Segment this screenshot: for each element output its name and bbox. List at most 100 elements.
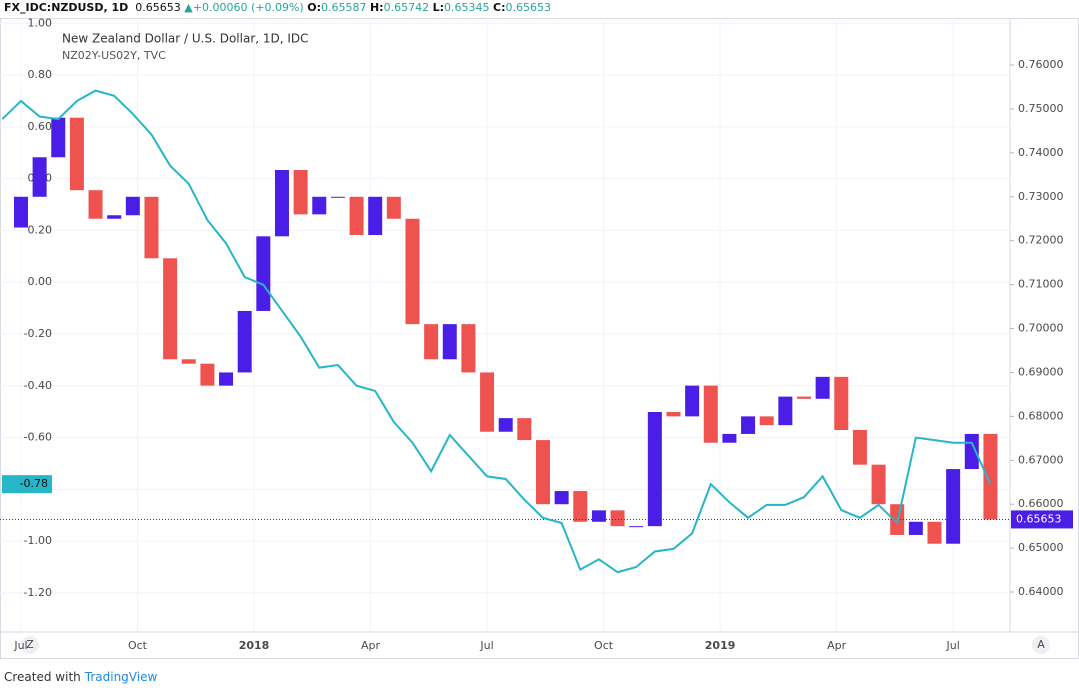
candle	[591, 510, 606, 522]
candle	[927, 521, 942, 544]
candle	[274, 169, 289, 237]
x-tick-label: Apr	[361, 639, 381, 652]
x-tick-label: Jul	[479, 639, 493, 652]
y-tick-label: 0.20	[28, 223, 53, 236]
candle	[647, 411, 662, 527]
open: 0.65587	[320, 1, 367, 14]
y2-tick-label: 0.71000	[1018, 278, 1064, 291]
o-label: O:	[307, 1, 321, 14]
candle	[330, 196, 345, 198]
candle	[685, 385, 700, 417]
candle	[703, 385, 718, 443]
candle	[480, 372, 495, 432]
y2-tick-label: 0.67000	[1018, 453, 1064, 466]
chart: New Zealand Dollar / U.S. Dollar, 1D, ID…	[0, 16, 1079, 659]
x-tick-label: Apr	[827, 639, 847, 652]
candle	[759, 416, 774, 426]
y2-tick-label: 0.66000	[1018, 497, 1064, 510]
y2-tick-label: 0.72000	[1018, 234, 1064, 247]
y2-tick-label: 0.70000	[1018, 322, 1064, 335]
candle	[517, 418, 532, 441]
candle	[946, 469, 961, 544]
footer: Created with TradingView	[4, 670, 157, 684]
y-tick-label: 0.60	[28, 120, 53, 133]
candle	[32, 157, 47, 197]
symbol: FX_IDC:NZDUSD, 1D	[4, 1, 129, 14]
candle	[629, 526, 644, 528]
y-tick-label: 0.80	[28, 68, 53, 81]
price-tag-label: 0.65653	[1016, 512, 1062, 525]
candle	[163, 258, 178, 360]
l-label: L:	[432, 1, 444, 14]
y2-tick-label: 0.76000	[1018, 58, 1064, 71]
y-tick-label: -0.40	[24, 379, 52, 392]
candle	[88, 190, 103, 219]
c-label: C:	[493, 1, 506, 14]
high: 0.65742	[383, 1, 430, 14]
candle	[386, 196, 401, 219]
candle	[442, 324, 457, 360]
legend-sub: NZ02Y-US02Y, TVC	[62, 49, 166, 62]
candle	[424, 324, 439, 360]
candle	[200, 363, 215, 386]
arrow: ▲	[184, 1, 193, 14]
candle	[908, 521, 923, 535]
candle	[834, 376, 849, 430]
button-label[interactable]: Z	[26, 638, 34, 651]
candle	[219, 372, 234, 386]
x-tick-label: 2019	[705, 639, 736, 652]
candle	[666, 411, 681, 417]
x-tick-label: Jul	[13, 639, 27, 652]
candle	[69, 117, 84, 191]
candle	[498, 418, 513, 432]
candle	[13, 196, 28, 228]
y2-tick-label: 0.64000	[1018, 585, 1064, 598]
candle	[796, 396, 811, 399]
candle	[573, 491, 588, 522]
y2-tick-label: 0.69000	[1018, 365, 1064, 378]
frame	[0, 18, 1079, 659]
candle	[871, 464, 886, 505]
candle	[461, 324, 476, 373]
y-tick-label: -1.20	[24, 586, 52, 599]
button-label[interactable]: A	[1037, 638, 1045, 651]
y-tick-label: 0.00	[28, 275, 53, 288]
y2-tick-label: 0.73000	[1018, 190, 1064, 203]
low: 0.65345	[444, 1, 490, 14]
y2-tick-label: 0.65000	[1018, 541, 1064, 554]
spread-line	[1, 89, 992, 574]
candle	[368, 196, 383, 235]
candle	[349, 196, 364, 235]
candle	[144, 196, 159, 259]
candle	[51, 117, 66, 158]
candle	[535, 440, 550, 505]
auto-button[interactable]	[21, 636, 39, 654]
price-tag	[1011, 510, 1073, 529]
candle	[107, 215, 122, 219]
legend-main: New Zealand Dollar / U.S. Dollar, 1D, ID…	[62, 32, 309, 46]
change: +0.00060 (+0.09%)	[192, 1, 304, 14]
candle	[610, 510, 625, 527]
header: FX_IDC:NZDUSD, 1D 0.65653 ▲+0.00060 (+0.…	[4, 0, 551, 16]
candle	[815, 376, 830, 399]
candle	[181, 359, 196, 364]
candle	[778, 396, 793, 426]
y2-tick-label: 0.75000	[1018, 102, 1064, 115]
candle	[125, 196, 140, 216]
candle	[722, 433, 737, 443]
candle	[293, 169, 308, 215]
y-tick-label: -0.60	[24, 431, 52, 444]
h-label: H:	[369, 1, 384, 14]
close: 0.65653	[505, 1, 551, 14]
candle	[852, 429, 867, 465]
candle	[237, 310, 252, 373]
y-tick-label: 1.00	[28, 16, 53, 29]
auto-button[interactable]	[1032, 636, 1050, 654]
candle	[256, 236, 271, 311]
price-tag	[2, 475, 52, 494]
price-tag-label: -0.78	[20, 477, 48, 490]
last: 0.65653	[135, 1, 181, 14]
y-tick-label: -1.00	[24, 534, 52, 547]
y2-tick-label: 0.74000	[1018, 146, 1064, 159]
brand[interactable]: TradingView	[84, 670, 158, 684]
